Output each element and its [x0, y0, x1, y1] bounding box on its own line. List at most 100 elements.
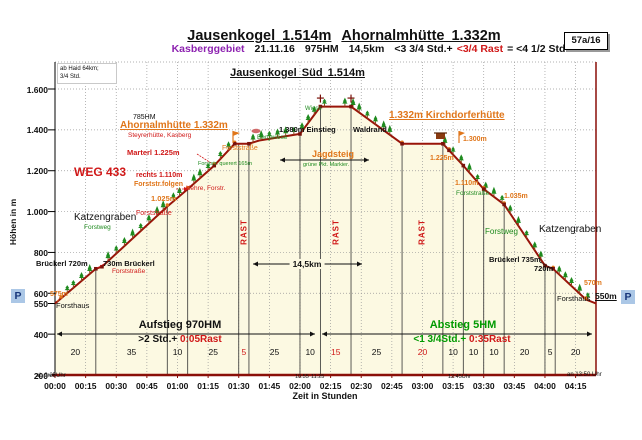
segment-minutes: 35 — [126, 347, 137, 357]
annotation-forststr-quert: Forststr. querert 165m — [198, 161, 253, 167]
waypoint-marker-icon — [232, 141, 237, 146]
annotation-katzengraben-left: Katzengraben — [74, 212, 137, 223]
annotation-forstweg-right: Forstweg — [485, 227, 518, 236]
x-axis-tick: 00:00 — [44, 381, 66, 391]
summit-title: Jausenkogel Süd 1.514m — [230, 67, 365, 79]
tree-icon — [250, 133, 256, 143]
rest-time-label: <3/4 Rast — [456, 43, 504, 55]
tree-icon — [372, 115, 379, 125]
tree-icon — [78, 271, 85, 281]
annotation-m1225: 1.225m — [430, 155, 454, 162]
parking-icon-right: P — [621, 290, 635, 304]
y-axis-tick: 800 — [33, 247, 48, 258]
tree-icon — [160, 200, 166, 211]
y-axis-tick: 1.000 — [26, 207, 48, 218]
tree-icon — [350, 98, 356, 109]
x-axis-tick: 02:15 — [319, 381, 342, 391]
tree-icon — [113, 245, 119, 254]
x-axis-tick: 01:00 — [166, 381, 189, 391]
aufstieg-time: >2 Std.+ — [138, 334, 180, 345]
tree-icon — [170, 192, 177, 202]
x-axis-tick: 01:15 — [197, 381, 219, 391]
tree-icon — [70, 279, 76, 288]
height-meters-label: 975HM — [304, 43, 339, 55]
tree-icon — [266, 130, 272, 139]
waypoint-marker-icon — [247, 141, 251, 146]
segment-minutes: 10 — [448, 347, 458, 357]
annotation-brueckerl-730: 730m Brückerl — [103, 259, 155, 268]
abstieg-rest: 0:35Rast — [468, 334, 511, 345]
annotation-forststrasse-or: Forststraße — [222, 145, 258, 152]
y-axis-tick: 600 — [33, 288, 48, 299]
annotation-hm785: 785HM — [133, 114, 156, 121]
tree-icon — [387, 124, 393, 135]
tree-icon — [258, 130, 264, 141]
waypoint-marker-icon — [481, 187, 486, 191]
x-axis-tick: 04:15 — [564, 381, 587, 391]
segment-minutes: 20 — [519, 347, 530, 357]
annotation-marterl: Marterl 1.225m — [127, 148, 180, 157]
annotation-bergwiese: Bergwiese — [257, 134, 288, 141]
y-axis-tick: 1.600 — [26, 84, 48, 95]
rast-label: RAST — [331, 219, 341, 245]
y-axis-tick: 1.400 — [26, 125, 48, 136]
tree-icon — [491, 186, 497, 197]
tree-icon — [532, 241, 538, 251]
x-axis-tick: 02:45 — [380, 381, 403, 391]
parking-icon-left: P — [11, 289, 25, 303]
walk-time-label: <3 3/4 Std.+ — [394, 43, 453, 55]
tour-ref-badge: 57a/16 — [564, 32, 608, 50]
tree-icon — [291, 126, 297, 135]
x-axis-tick: 00:30 — [105, 381, 128, 391]
date-label: 21.11.16 — [254, 43, 295, 55]
tree-icon — [538, 250, 544, 260]
x-axis-tick: 01:30 — [227, 381, 250, 391]
x-axis-tick: 03:30 — [472, 381, 495, 391]
tree-icon — [274, 128, 281, 138]
waypoint-marker-icon — [212, 163, 217, 168]
annotation-ahornalmhuette: Ahornalmhütte 1.332m — [120, 120, 228, 131]
y-axis-tick: 200 — [33, 370, 48, 381]
tree-icon — [197, 168, 203, 179]
waypoint-marker-icon — [298, 132, 302, 136]
waypoint-marker-icon — [349, 104, 353, 109]
tree-icon — [191, 173, 197, 184]
annotation-weg-433: WEG 433 — [74, 165, 127, 179]
waypoint-marker-icon — [94, 266, 98, 271]
segment-minutes: 10 — [468, 347, 479, 357]
annotation-kehre: Kehre, Forstr. — [186, 185, 226, 192]
aufstieg-title: Aufstieg 970HM — [138, 319, 222, 331]
time-of-day-note: 11:25 — [311, 374, 325, 380]
tree-icon — [311, 105, 317, 115]
end-time-note: an 13:50 Uhr — [567, 372, 602, 378]
tree-icon — [138, 222, 144, 231]
tree-icon — [466, 162, 473, 173]
rast-label: RAST — [417, 219, 427, 245]
waypoint-marker-icon — [461, 163, 466, 168]
distance-label: 14,5km — [348, 43, 385, 55]
segment-minutes: 20 — [417, 347, 428, 357]
approach-line2: 3/4 Std. — [60, 74, 81, 81]
annotation-jagdsteig: Jagdsteig — [312, 149, 355, 159]
x-axis-tick: 00:15 — [74, 381, 97, 391]
tree-icon — [523, 230, 530, 239]
tree-icon — [205, 163, 211, 172]
x-axis-tick: 03:15 — [442, 381, 464, 391]
abstieg-title: Abstieg 5HM — [429, 319, 497, 331]
approach-info-box: ab Haid 64km; 3/4 Std. — [57, 63, 117, 84]
annotation-forsthaus-right: Forsthaus — [557, 294, 591, 303]
segment-minutes: 5 — [241, 347, 247, 357]
tree-icon — [105, 251, 111, 262]
title-peak: Jausenkogel 1.514m — [187, 28, 332, 44]
segment-minutes: 20 — [570, 347, 581, 357]
waypoint-marker-icon — [502, 202, 506, 207]
annotation-waldrand: Waldrand — [353, 125, 387, 134]
y-axis-tick: 550 — [33, 299, 48, 309]
annotation-brueckerl-735: Brückerl 735m — [489, 255, 541, 264]
segment-minutes: 15 — [330, 347, 341, 357]
annotation-rechts-1110: rechts 1.110m — [136, 172, 183, 179]
total-time-label: = <4 1/2 Std. — [507, 43, 569, 55]
x-axis-title: Zeit in Stunden — [292, 391, 358, 401]
tree-icon — [364, 110, 370, 119]
